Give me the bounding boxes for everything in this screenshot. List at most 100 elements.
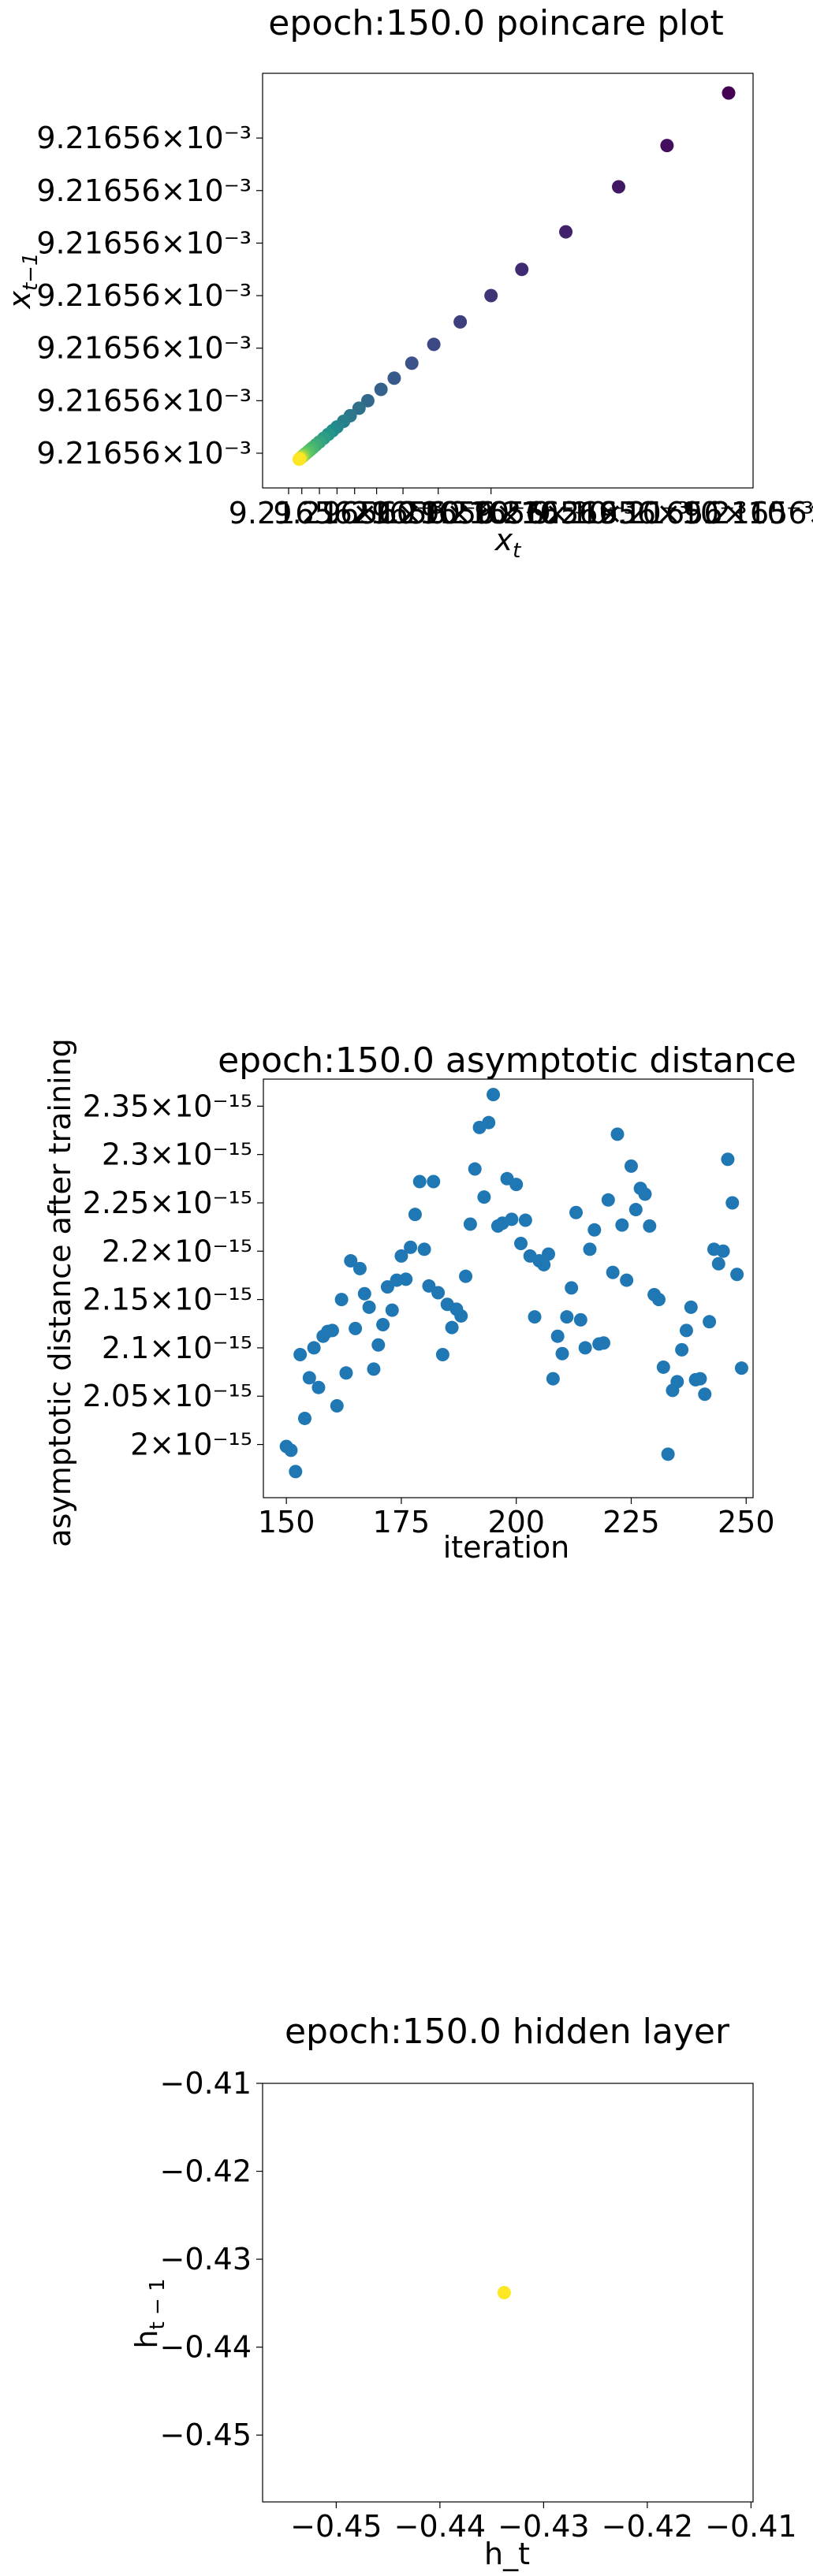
asymptotic-point [555,1346,569,1361]
poincare-point [292,452,306,467]
asymptotic-point [596,1336,610,1350]
asymptotic-point [698,1387,712,1402]
poincare-point [660,139,674,153]
poincare-y-tick-label: 9.21656×10⁻³ [36,331,252,366]
hidden-layer-plot-area [262,2083,754,2503]
hidden-layer-x-tick-label: −0.44 [394,2509,486,2544]
hidden-layer-x-tick-label: −0.45 [290,2509,382,2544]
asymptotic-point [344,1254,358,1268]
asymptotic-y-tick-label: 2×10⁻¹⁵ [130,1428,252,1462]
asymptotic-point [711,1256,725,1271]
poincare-y-tick-label: 9.21656×10⁻³ [36,225,252,260]
asymptotic-point [334,1293,349,1307]
asymptotic-point [293,1348,308,1362]
asymptotic-point [601,1193,615,1207]
asymptotic-y-tick-label: 2.3×10⁻¹⁵ [102,1137,252,1172]
asymptotic-point [380,1280,394,1294]
asymptotic-x-tick-label: 150 [258,1505,315,1539]
asymptotic-point [578,1341,592,1355]
asymptotic-point [362,1300,376,1314]
poincare-title: epoch:150.0 poincare plot [268,3,723,43]
asymptotic-point [431,1286,446,1300]
asymptotic-point [357,1286,371,1301]
asymptotic-point [550,1329,565,1343]
asymptotic-point [620,1273,634,1287]
asymptotic-point [537,1257,551,1271]
asymptotic-x-tick-label: 200 [487,1505,545,1539]
poincare-x-tick-label: 9.21656×10⁻³ [599,496,813,530]
asymptotic-point [417,1242,431,1256]
asymptotic-y-label: asymptotic distance after training [43,1038,77,1547]
asymptotic-point [509,1178,524,1192]
asymptotic-point [546,1372,560,1386]
hidden-layer-y-label: ht − 1 [129,2278,170,2348]
poincare-x-tick-label: 9.21656×10⁻³ [323,496,538,530]
asymptotic-title: epoch:150.0 asymptotic distance [218,1040,796,1081]
asymptotic-point [670,1375,684,1389]
asymptotic-point [693,1372,707,1386]
asymptotic-point [725,1196,740,1210]
asymptotic-x-tick-label: 225 [602,1505,660,1539]
asymptotic-point [463,1217,477,1231]
asymptotic-y-tick-label: 2.1×10⁻¹⁵ [102,1331,252,1365]
asymptotic-y-tick-label: 2.25×10⁻¹⁵ [83,1186,252,1220]
poincare-point [559,225,573,239]
asymptotic-point [628,1203,643,1217]
asymptotic-point [399,1272,413,1286]
asymptotic-point [643,1219,657,1233]
asymptotic-point [302,1371,316,1385]
asymptotic-point [610,1127,625,1141]
poincare-x-tick-label: 9.21656×10⁻³ [273,496,488,530]
poincare-x-label: xt [494,523,522,563]
asymptotic-point [454,1308,468,1323]
poincare-y-tick-label: 9.21656×10⁻³ [36,121,252,155]
poincare-plot: epoch:150.0 poincare plot 9.21656×10⁻³9.… [2,3,813,563]
asymptotic-plot-area [263,1078,754,1498]
hidden-layer-y-tick-label: −0.42 [160,2154,252,2189]
asymptotic-point [583,1242,597,1256]
poincare-x-tick-label: 9.21656×10⁻³ [532,496,748,530]
poincare-x-tick-label: 9.21656×10⁻³ [229,496,444,530]
asymptotic-point [624,1159,638,1173]
asymptotic-point [560,1310,574,1324]
asymptotic-point [656,1360,670,1374]
hidden-layer-y-tick-label: −0.44 [160,2330,252,2365]
poincare-y-tick-label: 9.21656×10⁻³ [36,383,252,418]
asymptotic-point [330,1398,344,1413]
asymptotic-point [349,1321,363,1335]
asymptotic-point [468,1162,482,1176]
asymptotic-point [703,1315,717,1329]
asymptotic-point [477,1190,491,1204]
asymptotic-point [284,1443,298,1457]
poincare-plot-area [262,73,754,489]
asymptotic-point [352,1261,367,1275]
asymptotic-point [408,1208,422,1222]
asymptotic-point [297,1411,311,1425]
asymptotic-point [445,1320,459,1335]
hidden-layer-x-tick-label: −0.42 [602,2509,693,2544]
poincare-x-tick-label: 9.21656×10⁻³ [371,496,587,530]
asymptotic-y-tick-label: 2.05×10⁻¹⁵ [83,1379,252,1413]
asymptotic-point [734,1361,748,1375]
asymptotic-point [376,1317,390,1331]
asymptotic-point [615,1218,629,1232]
asymptotic-point [435,1348,449,1362]
asymptotic-point [404,1240,418,1254]
asymptotic-point [679,1323,693,1338]
asymptotic-point [459,1269,473,1283]
asymptotic-point [371,1338,386,1352]
asymptotic-point [325,1323,339,1338]
hidden-layer-x-tick-label: −0.41 [705,2509,796,2544]
poincare-point [374,382,388,396]
poincare-point [360,393,375,408]
poincare-y-label: xt−1 [2,252,43,309]
asymptotic-point [427,1174,441,1189]
poincare-y-tick-label: 9.21656×10⁻³ [36,436,252,471]
poincare-point [387,371,401,385]
poincare-point [515,262,529,277]
hidden-layer-plot: epoch:150.0 hidden layer −0.45 −0.44 −0.43… [129,2012,797,2571]
hidden-layer-title: epoch:150.0 hidden layer [285,2012,730,2052]
asymptotic-y-tick-label: 2.15×10⁻¹⁵ [83,1282,252,1317]
asymptotic-point [394,1249,408,1263]
